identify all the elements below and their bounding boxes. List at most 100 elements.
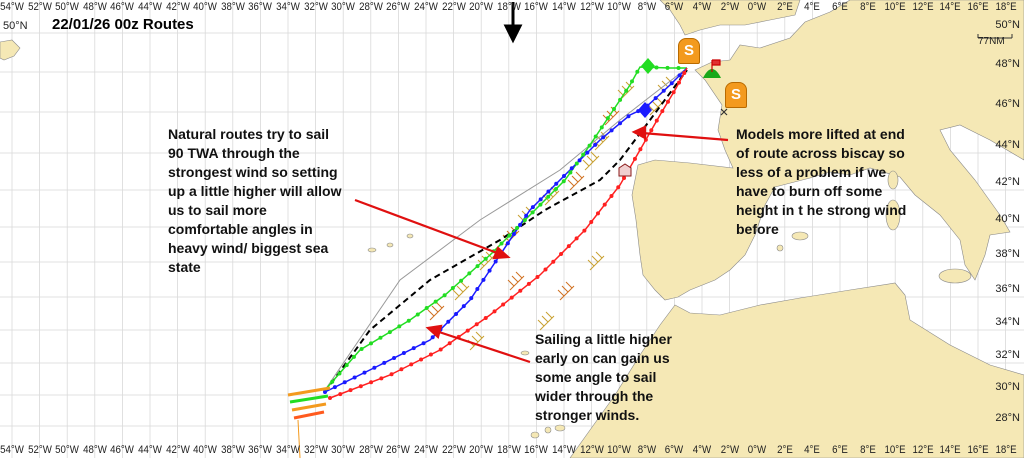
route-point	[538, 197, 543, 202]
island-canary-3	[554, 424, 566, 432]
route-point	[474, 322, 479, 327]
lon-label-top: 30°W	[331, 1, 356, 13]
route-point	[518, 288, 523, 293]
lon-label-top: 6°W	[665, 1, 684, 13]
lat-label: 44°N	[995, 139, 1020, 151]
route-point	[515, 225, 520, 230]
route-point	[501, 302, 506, 307]
lon-label-top: 12°E	[912, 1, 934, 13]
route-point	[401, 351, 406, 356]
lon-label-top: 16°E	[967, 1, 989, 13]
route-point	[577, 158, 582, 163]
lat-label: 34°N	[995, 316, 1020, 328]
lon-label-bottom: 54°W	[0, 444, 24, 456]
lon-label-bottom: 46°W	[110, 444, 135, 456]
route-point	[538, 202, 543, 207]
route-point	[630, 79, 635, 84]
route-point	[574, 161, 579, 166]
lon-label-top: 2°W	[720, 1, 739, 13]
lon-label-bottom: 6°E	[832, 444, 848, 456]
island-azores-2	[386, 242, 394, 248]
wind-barb	[567, 171, 585, 191]
route-point	[359, 347, 364, 352]
route-point	[593, 142, 598, 147]
route-point	[430, 335, 435, 340]
lon-label-top: 4°E	[804, 1, 821, 13]
route-point	[344, 363, 349, 368]
lon-label-top: 14°W	[552, 1, 576, 13]
route-point	[419, 357, 424, 362]
route-point	[535, 275, 540, 280]
route-point	[669, 81, 674, 86]
island-azores-1	[367, 247, 377, 253]
island-corsica	[887, 170, 899, 190]
route-point	[581, 152, 586, 157]
lon-label-top: 16°W	[524, 1, 549, 13]
lon-label-bottom: 18°W	[496, 444, 521, 456]
x-marker-icon	[720, 108, 728, 116]
route-point	[465, 328, 470, 333]
lon-label-bottom: 48°W	[82, 444, 107, 456]
route-point	[467, 271, 472, 276]
lon-label-bottom: 52°W	[27, 444, 52, 456]
north-arrow-icon	[503, 2, 523, 44]
lon-label-bottom: 24°W	[414, 444, 438, 456]
route-point	[348, 388, 353, 393]
route-point	[526, 281, 531, 286]
route-point	[389, 372, 394, 377]
lat-label: 50°N	[995, 19, 1020, 31]
route-point	[469, 296, 474, 301]
lon-label-top: 8°E	[859, 1, 876, 13]
island-canary-2	[544, 426, 552, 434]
map-title: 22/01/26 00z Routes	[52, 16, 194, 33]
lon-label-top: 54°W	[0, 1, 24, 13]
route-point	[428, 352, 433, 357]
route-point	[487, 268, 492, 273]
waypoint-marker-s[interactable]: S	[678, 38, 700, 64]
route-point	[585, 150, 590, 155]
route-point	[616, 185, 621, 190]
scale-label: 77NM	[978, 36, 1005, 47]
lat-label: 36°N	[995, 283, 1020, 295]
lon-label-bottom: 38°W	[220, 444, 245, 456]
route-point	[632, 156, 637, 161]
lon-label-bottom: 10°E	[884, 444, 906, 456]
route-point	[638, 147, 643, 152]
route-point	[660, 109, 665, 114]
route-point	[546, 189, 551, 194]
route-point	[587, 143, 592, 148]
lon-label-bottom: 2°E	[776, 444, 793, 456]
route-point	[338, 392, 343, 397]
route-point	[447, 341, 452, 346]
scale-bar	[977, 34, 1013, 39]
lon-label-bottom: 32°W	[303, 444, 328, 456]
route-point	[505, 241, 510, 246]
island-canary-1	[530, 431, 540, 439]
route-point	[328, 396, 332, 400]
lon-label-top: 38°W	[220, 1, 245, 13]
route-point	[618, 121, 623, 126]
route-point	[601, 135, 606, 140]
route-point	[566, 244, 571, 249]
waypoint-marker-s[interactable]: S	[725, 82, 747, 108]
lon-label-bottom: 2°W	[720, 444, 739, 456]
route-point	[654, 65, 659, 70]
route-point	[493, 259, 498, 264]
wind-barb	[647, 96, 665, 116]
lon-label-top: 48°W	[82, 1, 107, 13]
route-point	[654, 118, 659, 123]
route-point	[624, 88, 629, 93]
lat-label: 42°N	[995, 176, 1020, 188]
annotation-arrows	[354, 125, 729, 364]
lon-label-bottom: 14°E	[939, 444, 961, 456]
lon-label-bottom: 12°W	[579, 444, 604, 456]
route-point	[605, 116, 610, 121]
route-point	[362, 370, 367, 375]
route-point	[387, 330, 392, 335]
lon-label-top: 50°W	[55, 1, 80, 13]
route-point	[454, 311, 459, 316]
route-point	[369, 341, 374, 346]
route-point	[554, 181, 559, 186]
route-point	[358, 384, 363, 389]
